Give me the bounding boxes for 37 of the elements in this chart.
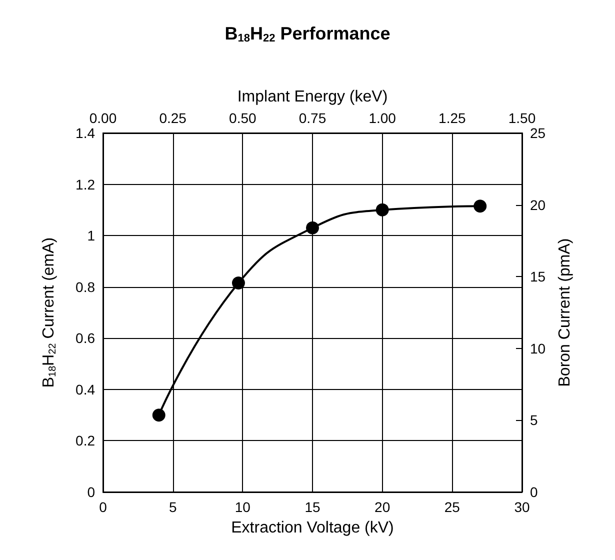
x-tick-label: 0 [99,499,108,515]
point [232,276,245,290]
x2-tick-label: 0.00 [89,110,117,126]
y-tick-label: 1.4 [76,125,96,141]
x-tick-label: 15 [304,499,320,515]
y2-tick-label: 20 [530,196,546,213]
x2-tick-label: 0.75 [298,110,326,126]
y2-axis-title: Boron Current (pmA) [556,238,574,387]
x2-tick-label: 1.00 [368,110,396,126]
x-tick-label: 10 [234,499,251,515]
y-tick-label: 1.2 [76,176,96,192]
y-tick-label: 0.2 [76,432,96,449]
y2-tick-label: 0 [530,484,538,500]
x2-tick-label: 1.25 [438,110,466,126]
y2-tick-label: 10 [530,340,546,356]
y2-tick-label: 15 [530,268,546,285]
y-tick-label: 0 [87,484,96,500]
y-tick-label: 0.6 [76,330,96,346]
point [474,200,487,213]
y-tick-label: 0.8 [76,278,96,295]
x2-tick-label: 1.50 [508,110,536,126]
y2-tick-label: 25 [530,125,546,141]
point [376,203,389,216]
x2-axis-title: Implant Energy (keV) [237,88,388,106]
x-tick-label: 30 [514,499,530,515]
y-tick-label: 1 [87,228,96,244]
y2-tick-label: 5 [530,412,538,428]
y-axis-title: B18H22 Current (emA) [40,237,58,388]
point [152,408,166,422]
x-tick-label: 25 [444,499,460,515]
y-tick-label: 0.4 [76,381,96,398]
x2-tick-label: 0.50 [229,110,257,126]
x-tick-label: 5 [168,499,177,515]
point [306,221,319,234]
x2-tick-label: 0.25 [159,110,187,126]
x-axis-title: Extraction Voltage (kV) [231,520,394,536]
x-tick-label: 20 [374,499,390,515]
